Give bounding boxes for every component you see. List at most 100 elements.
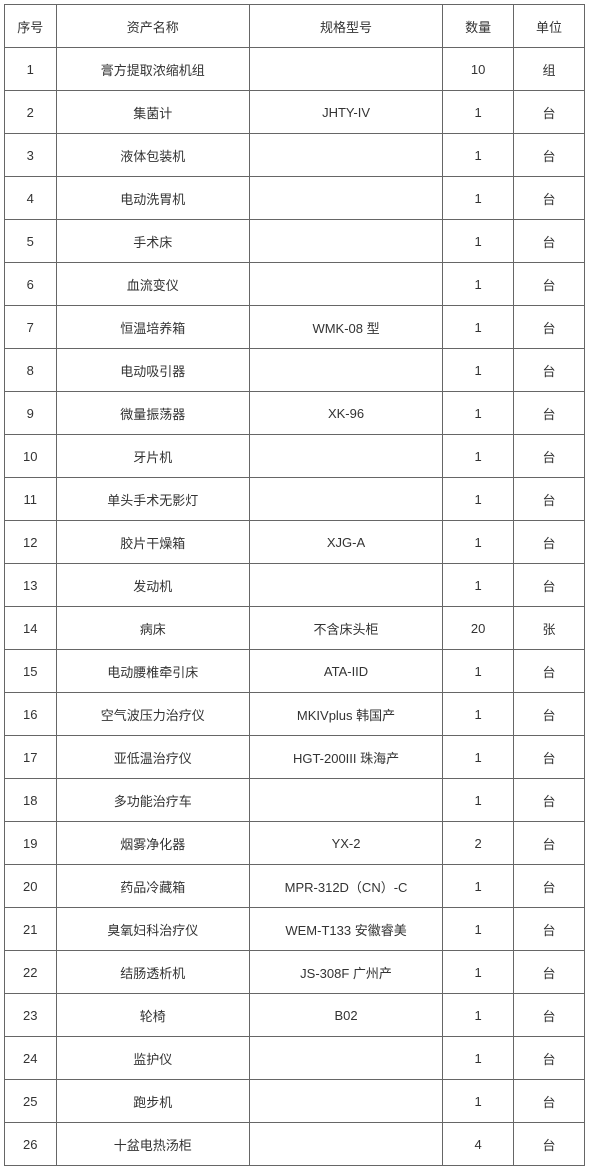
table-cell: 23 — [5, 994, 57, 1037]
table-cell: 台 — [514, 736, 585, 779]
table-cell — [249, 1080, 442, 1123]
table-cell: 臭氧妇科治疗仪 — [56, 908, 249, 951]
table-cell: 16 — [5, 693, 57, 736]
table-row: 17亚低温治疗仪HGT-200III 珠海产1台 — [5, 736, 585, 779]
table-cell — [249, 435, 442, 478]
table-cell: 台 — [514, 478, 585, 521]
table-cell: 不含床头柜 — [249, 607, 442, 650]
table-cell: 2 — [5, 91, 57, 134]
table-cell: 多功能治疗车 — [56, 779, 249, 822]
table-cell: 集菌计 — [56, 91, 249, 134]
table-row: 7恒温培养箱WMK-08 型1台 — [5, 306, 585, 349]
table-cell: 台 — [514, 306, 585, 349]
table-cell: 1 — [443, 564, 514, 607]
table-row: 21臭氧妇科治疗仪WEM-T133 安徽睿美1台 — [5, 908, 585, 951]
table-cell: 药品冷藏箱 — [56, 865, 249, 908]
table-cell: WMK-08 型 — [249, 306, 442, 349]
table-row: 10牙片机1台 — [5, 435, 585, 478]
table-cell: 1 — [443, 478, 514, 521]
table-cell: 电动洗胃机 — [56, 177, 249, 220]
table-cell: 1 — [443, 693, 514, 736]
table-cell: 11 — [5, 478, 57, 521]
table-cell: 10 — [5, 435, 57, 478]
table-cell: 1 — [443, 521, 514, 564]
table-cell: 台 — [514, 908, 585, 951]
table-cell: 20 — [5, 865, 57, 908]
table-cell: 台 — [514, 91, 585, 134]
table-cell: 组 — [514, 48, 585, 91]
table-cell: 1 — [443, 779, 514, 822]
table-row: 24监护仪1台 — [5, 1037, 585, 1080]
table-cell: 电动腰椎牵引床 — [56, 650, 249, 693]
table-cell: 1 — [443, 1080, 514, 1123]
table-cell: 台 — [514, 392, 585, 435]
table-cell — [249, 48, 442, 91]
table-cell: 恒温培养箱 — [56, 306, 249, 349]
table-row: 12胶片干燥箱XJG-A1台 — [5, 521, 585, 564]
table-row: 14病床不含床头柜20张 — [5, 607, 585, 650]
table-cell — [249, 349, 442, 392]
table-cell — [249, 220, 442, 263]
table-cell: 烟雾净化器 — [56, 822, 249, 865]
table-cell: B02 — [249, 994, 442, 1037]
table-cell: 21 — [5, 908, 57, 951]
table-cell — [249, 1037, 442, 1080]
table-header-row: 序号 资产名称 规格型号 数量 单位 — [5, 5, 585, 48]
table-row: 5手术床1台 — [5, 220, 585, 263]
table-cell: XJG-A — [249, 521, 442, 564]
table-row: 4电动洗胃机1台 — [5, 177, 585, 220]
table-cell: 26 — [5, 1123, 57, 1166]
table-cell: 台 — [514, 650, 585, 693]
table-cell: 2 — [443, 822, 514, 865]
col-header-index: 序号 — [5, 5, 57, 48]
table-row: 3液体包装机1台 — [5, 134, 585, 177]
table-cell: 台 — [514, 951, 585, 994]
table-cell: 1 — [443, 306, 514, 349]
table-cell: 20 — [443, 607, 514, 650]
table-cell: 1 — [443, 908, 514, 951]
table-cell: 台 — [514, 134, 585, 177]
table-cell: 3 — [5, 134, 57, 177]
table-row: 22结肠透析机JS-308F 广州产1台 — [5, 951, 585, 994]
table-row: 26十盆电热汤柜4台 — [5, 1123, 585, 1166]
table-cell — [249, 1123, 442, 1166]
table-cell: 14 — [5, 607, 57, 650]
table-cell: 1 — [443, 134, 514, 177]
table-cell: 结肠透析机 — [56, 951, 249, 994]
table-cell: 19 — [5, 822, 57, 865]
table-cell: 8 — [5, 349, 57, 392]
table-cell: XK-96 — [249, 392, 442, 435]
table-cell: 单头手术无影灯 — [56, 478, 249, 521]
table-cell — [249, 564, 442, 607]
table-cell: 膏方提取浓缩机组 — [56, 48, 249, 91]
table-cell: 手术床 — [56, 220, 249, 263]
asset-table: 序号 资产名称 规格型号 数量 单位 1膏方提取浓缩机组10组2集菌计JHTY-… — [4, 4, 585, 1166]
table-row: 23轮椅B021台 — [5, 994, 585, 1037]
table-cell: 台 — [514, 693, 585, 736]
col-header-qty: 数量 — [443, 5, 514, 48]
table-cell: 13 — [5, 564, 57, 607]
table-row: 25跑步机1台 — [5, 1080, 585, 1123]
table-cell: 台 — [514, 1123, 585, 1166]
col-header-spec: 规格型号 — [249, 5, 442, 48]
table-cell: 15 — [5, 650, 57, 693]
table-cell: 微量振荡器 — [56, 392, 249, 435]
table-row: 13发动机1台 — [5, 564, 585, 607]
table-cell: 1 — [443, 736, 514, 779]
table-cell: 18 — [5, 779, 57, 822]
table-cell — [249, 478, 442, 521]
table-cell: 22 — [5, 951, 57, 994]
table-cell: 1 — [443, 263, 514, 306]
table-cell: JS-308F 广州产 — [249, 951, 442, 994]
table-cell: 台 — [514, 994, 585, 1037]
table-cell: 台 — [514, 779, 585, 822]
table-row: 19烟雾净化器YX-22台 — [5, 822, 585, 865]
table-cell: MPR-312D（CN）-C — [249, 865, 442, 908]
table-cell: 1 — [443, 435, 514, 478]
table-cell: 轮椅 — [56, 994, 249, 1037]
table-cell: 1 — [443, 392, 514, 435]
table-cell: 1 — [443, 994, 514, 1037]
table-cell — [249, 779, 442, 822]
table-row: 18多功能治疗车 1台 — [5, 779, 585, 822]
table-row: 9微量振荡器XK-961台 — [5, 392, 585, 435]
